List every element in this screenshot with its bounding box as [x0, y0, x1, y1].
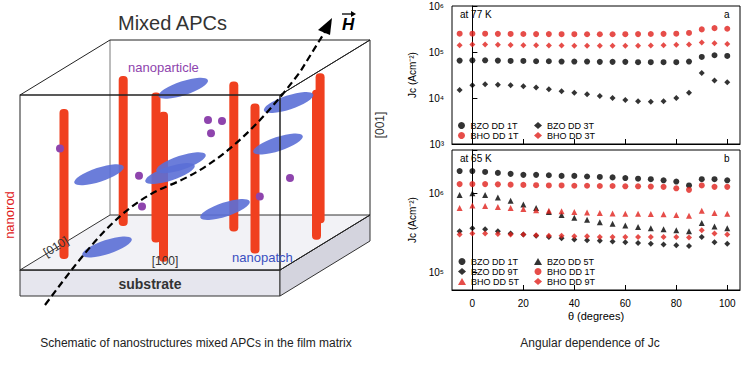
svg-text:BHO DD 5T: BHO DD 5T	[471, 277, 520, 287]
svg-text:BZO DD 9T: BZO DD 9T	[471, 267, 519, 277]
svg-text:BHO DD 9T: BHO DD 9T	[547, 277, 596, 287]
svg-text:Jc (Acm⁻²): Jc (Acm⁻²)	[407, 52, 418, 98]
svg-text:0: 0	[470, 298, 476, 309]
svg-text:BHO DD 3T: BHO DD 3T	[547, 131, 596, 141]
svg-text:10³: 10³	[430, 139, 445, 150]
svg-text:10⁶: 10⁶	[429, 188, 444, 199]
svg-text:nanoparticle: nanoparticle	[128, 60, 199, 75]
svg-text:BHO DD 1T: BHO DD 1T	[471, 131, 520, 141]
svg-text:80: 80	[671, 298, 683, 309]
svg-text:20: 20	[518, 298, 530, 309]
svg-text:substrate: substrate	[118, 276, 181, 292]
svg-text:at 65 K: at 65 K	[460, 153, 492, 164]
svg-text:BHO DD 1T: BHO DD 1T	[547, 267, 596, 277]
svg-text:Jc (Acm⁻²): Jc (Acm⁻²)	[407, 197, 418, 243]
svg-text:10⁴: 10⁴	[429, 93, 444, 104]
svg-text:Mixed APCs: Mixed APCs	[118, 12, 227, 34]
svg-text:10⁵: 10⁵	[429, 47, 444, 58]
svg-text:BZO DD 1T: BZO DD 1T	[471, 121, 519, 131]
svg-text:BZO DD 5T: BZO DD 5T	[547, 257, 595, 267]
svg-text:100: 100	[719, 298, 736, 309]
svg-text:[100]: [100]	[152, 254, 179, 268]
svg-text:[001]: [001]	[373, 112, 387, 139]
svg-text:H: H	[342, 15, 355, 34]
html-text:Schematic of nanostructures mi: Schematic of nanostructures mixed APCs i…	[40, 336, 352, 350]
svg-text:[010]: [010]	[41, 234, 71, 260]
svg-text:θ (degrees): θ (degrees)	[568, 310, 624, 322]
svg-text:10⁵: 10⁵	[429, 267, 444, 278]
svg-text:40: 40	[569, 298, 581, 309]
svg-text:nanopatch: nanopatch	[232, 250, 293, 265]
svg-text:a: a	[724, 9, 730, 20]
svg-text:at 77 K: at 77 K	[460, 9, 492, 20]
svg-text:BZO DD 3T: BZO DD 3T	[547, 121, 595, 131]
svg-text:nanorod: nanorod	[2, 191, 17, 239]
svg-text:b: b	[724, 153, 730, 164]
svg-text:10⁶: 10⁶	[429, 1, 444, 12]
svg-text:BZO DD 1T: BZO DD 1T	[471, 257, 519, 267]
svg-text:60: 60	[620, 298, 632, 309]
html-text:Angular dependence of Jc: Angular dependence of Jc	[520, 336, 660, 350]
